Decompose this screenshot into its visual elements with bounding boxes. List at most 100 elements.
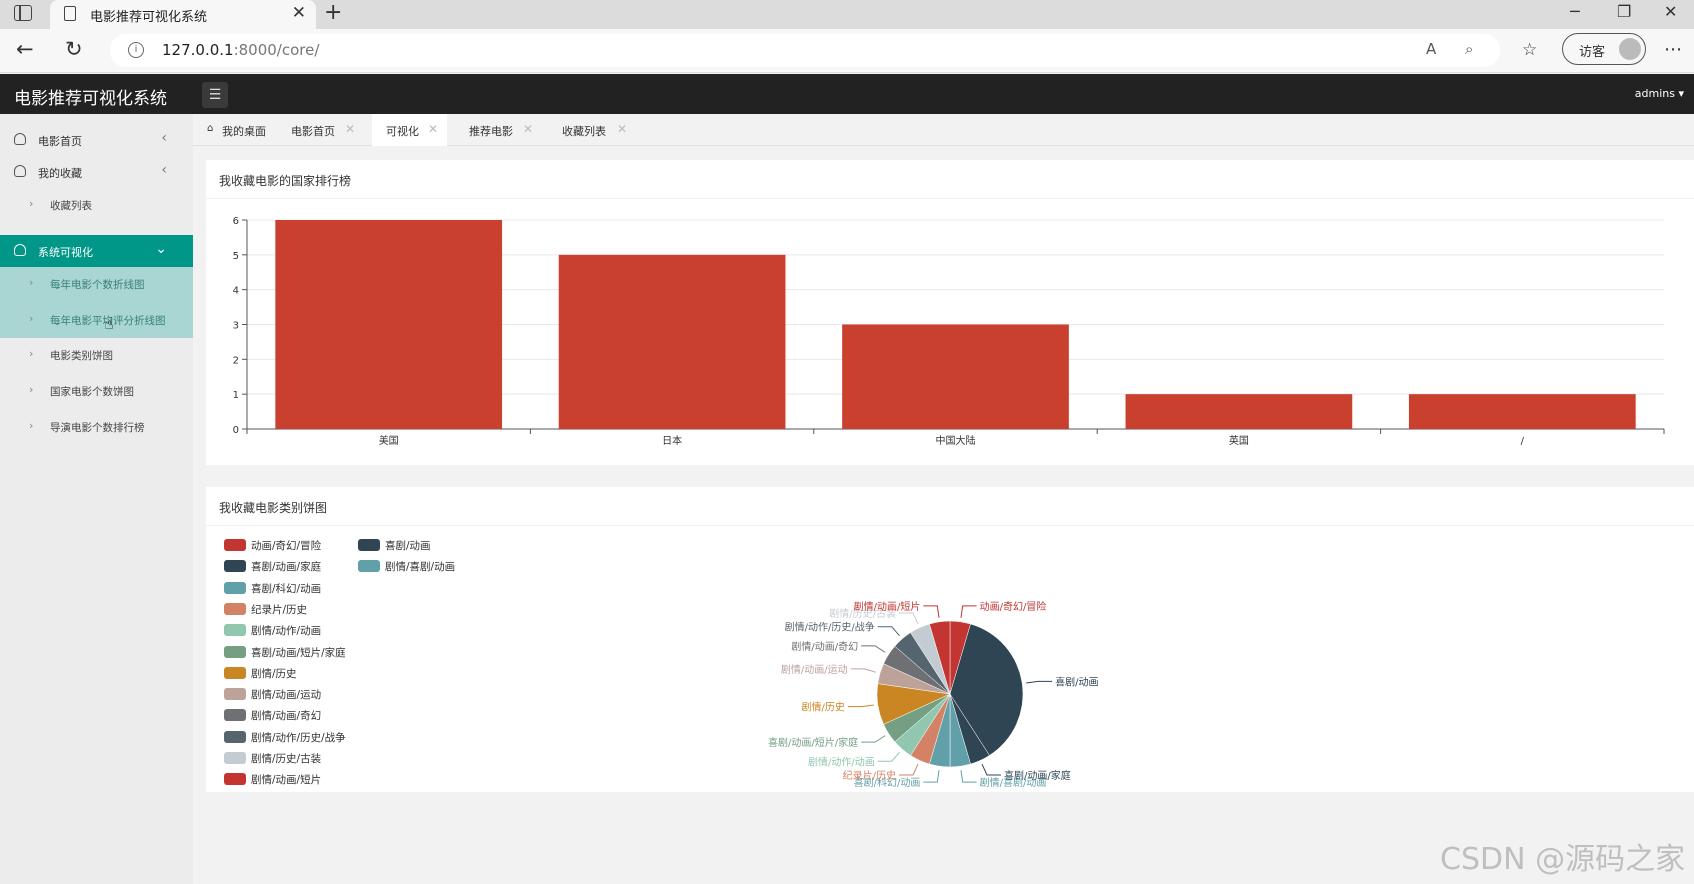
close-icon[interactable]: ✕ — [617, 122, 628, 136]
app-title: 电影推荐可视化系统 — [14, 89, 167, 109]
close-icon[interactable]: ✕ — [523, 122, 534, 136]
menu-toggle-icon[interactable]: ☰ — [202, 82, 228, 108]
tab-favorites-list[interactable]: 收藏列表 ✕ — [562, 114, 632, 146]
browser-tab-strip: 电影推荐可视化系统 ✕ + ─ ❐ ✕ — [0, 0, 1694, 29]
legend-swatch — [224, 602, 246, 615]
x-tick-label: / — [1521, 436, 1525, 447]
pie-slice[interactable] — [929, 620, 951, 695]
tab-label: 收藏列表 — [562, 125, 606, 138]
country-ranking-card: 我收藏电影的国家排行榜 0 1 2 3 4 5 6 美国 日本 中国大陆 英国 / — [206, 160, 1694, 465]
close-icon[interactable]: ✕ — [428, 122, 439, 136]
chevron-left-icon: ‹ — [161, 130, 167, 146]
avatar-icon — [1619, 38, 1641, 60]
legend-swatch — [224, 773, 246, 786]
bar[interactable] — [1408, 394, 1636, 429]
sidebar-item-yearly-rating-line[interactable]: › 每年电影平均评分折线图 — [0, 303, 193, 338]
y-tick-label: 0 — [233, 425, 239, 436]
sidebar-item-label: 每年电影平均评分折线图 — [50, 315, 166, 327]
content-tab-bar: ⌂ 我的桌面 电影首页 ✕ 可视化 ✕ 推荐电影 ✕ 收藏列表 ✕ — [193, 114, 1694, 146]
favorites-icon[interactable]: ☆ — [1522, 40, 1538, 60]
chevron-down-icon: ⌄ — [155, 241, 167, 257]
sidebar-item-director-ranking[interactable]: › 导演电影个数排行榜 — [0, 410, 193, 446]
chevron-left-icon: ‹ — [161, 162, 167, 178]
legend-label: 剧情/动作/动画 — [251, 625, 322, 638]
y-tick-label: 1 — [233, 390, 239, 401]
tab-label: 电影首页 — [291, 125, 335, 138]
sidebar-item-label: 导演电影个数排行榜 — [50, 422, 145, 434]
legend-label: 剧情/历史 — [251, 667, 297, 680]
bar[interactable] — [1125, 394, 1353, 429]
tab-desktop[interactable]: ⌂ 我的桌面 — [207, 114, 277, 146]
user-icon — [14, 244, 26, 256]
close-icon[interactable]: ✕ — [345, 122, 356, 136]
browser-tab[interactable]: 电影推荐可视化系统 ✕ — [50, 0, 316, 29]
pie-label-line — [981, 763, 1001, 776]
minimize-icon[interactable]: ─ — [1570, 2, 1580, 21]
sidebar-item-yearly-count-line[interactable]: › 每年电影个数折线图 — [0, 267, 193, 303]
sidebar-item-country-pie[interactable]: › 国家电影个数饼图 — [0, 374, 193, 410]
divider — [206, 198, 1694, 199]
read-aloud-icon[interactable]: A — [1426, 40, 1437, 58]
reload-icon[interactable]: ↻ — [65, 37, 83, 61]
sidebar-item-label: 电影首页 — [38, 135, 82, 148]
pie-label-line — [877, 626, 900, 637]
close-window-icon[interactable]: ✕ — [1664, 2, 1678, 21]
tab-visualization[interactable]: 可视化 ✕ — [372, 114, 447, 146]
sidebar-item-favorites[interactable]: 我的收藏 ‹ — [0, 156, 193, 188]
pie-label-line — [923, 605, 940, 618]
user-icon — [14, 133, 26, 145]
sidebar: 电影首页 ‹ 我的收藏 ‹ › 收藏列表 系统可视化 ⌄ › 每年电影个数折线图… — [0, 114, 193, 884]
sidebar-toggle-icon[interactable] — [14, 5, 32, 21]
tab-label: 推荐电影 — [469, 125, 513, 138]
page-icon — [64, 6, 76, 21]
x-tick-label: 中国大陆 — [936, 434, 976, 447]
pie-label: 纪录片/历史 — [843, 769, 896, 782]
restore-icon[interactable]: ❐ — [1617, 2, 1632, 21]
legend-swatch — [224, 730, 246, 743]
legend-label: 剧情/动画/奇幻 — [251, 710, 322, 723]
sidebar-item-visualization[interactable]: 系统可视化 ⌄ — [0, 235, 193, 267]
hand-cursor-icon: ☝ — [104, 314, 114, 333]
sidebar-item-genre-pie[interactable]: › 电影类别饼图 — [0, 338, 193, 374]
legend-swatch — [224, 539, 246, 551]
legend-label: 喜剧/动画/短片/家庭 — [251, 646, 346, 659]
zoom-icon[interactable]: ⌕ — [1465, 40, 1474, 58]
sidebar-item-favorites-list[interactable]: › 收藏列表 — [0, 188, 193, 222]
pie-label: 动画/奇幻/冒险 — [980, 600, 1047, 613]
pie-slice[interactable] — [949, 623, 1024, 756]
sidebar-item-label: 每年电影个数折线图 — [50, 279, 145, 291]
close-tab-icon[interactable]: ✕ — [291, 3, 306, 23]
chevron-right-icon: › — [29, 312, 34, 325]
pie-label: 剧情/历史/古装 — [829, 607, 896, 620]
user-menu[interactable]: admins ▾ — [1634, 87, 1684, 100]
pie-label-line — [899, 612, 919, 625]
genre-pie-card: 我收藏电影类别饼图 动画/奇幻/冒险喜剧/动画 喜剧/动画/家庭剧情/喜剧/动画 喜… — [206, 487, 1694, 792]
bar[interactable] — [842, 324, 1069, 430]
bar[interactable] — [558, 254, 786, 429]
url-field[interactable]: i 127.0.0.1:8000/core/ A ⌕ — [110, 34, 1500, 67]
pie-label: 剧情/历史 — [802, 701, 845, 714]
info-icon[interactable]: i — [128, 42, 144, 58]
pie-label: 喜剧/动画 — [1055, 675, 1098, 688]
more-icon[interactable]: ⋯ — [1664, 39, 1682, 60]
profile-button[interactable]: 访客 — [1562, 33, 1646, 65]
sidebar-item-label: 国家电影个数饼图 — [50, 386, 134, 398]
tab-movie-home[interactable]: 电影首页 ✕ — [291, 114, 359, 146]
sidebar-item-label: 我的收藏 — [38, 167, 82, 180]
card-title: 我收藏电影类别饼图 — [219, 501, 328, 515]
legend-label: 剧情/历史/古装 — [251, 753, 322, 765]
tab-label: 可视化 — [386, 125, 419, 138]
legend-label: 喜剧/动画/家庭 — [251, 561, 322, 574]
url-text: 127.0.0.1:8000/core/ — [162, 41, 320, 59]
sidebar-item-movie-home[interactable]: 电影首页 ‹ — [0, 124, 193, 156]
legend-swatch — [358, 560, 380, 573]
sidebar-item-label: 系统可视化 — [38, 246, 93, 259]
tab-recommend[interactable]: 推荐电影 ✕ — [469, 114, 539, 146]
pie-label-line — [861, 645, 886, 653]
new-tab-icon[interactable]: + — [324, 0, 343, 25]
pie-label-line — [899, 763, 919, 776]
legend-swatch — [224, 560, 246, 573]
back-icon[interactable]: ← — [16, 37, 34, 61]
pie-label: 剧情/喜剧/动画 — [980, 776, 1047, 789]
bar[interactable] — [275, 220, 503, 429]
